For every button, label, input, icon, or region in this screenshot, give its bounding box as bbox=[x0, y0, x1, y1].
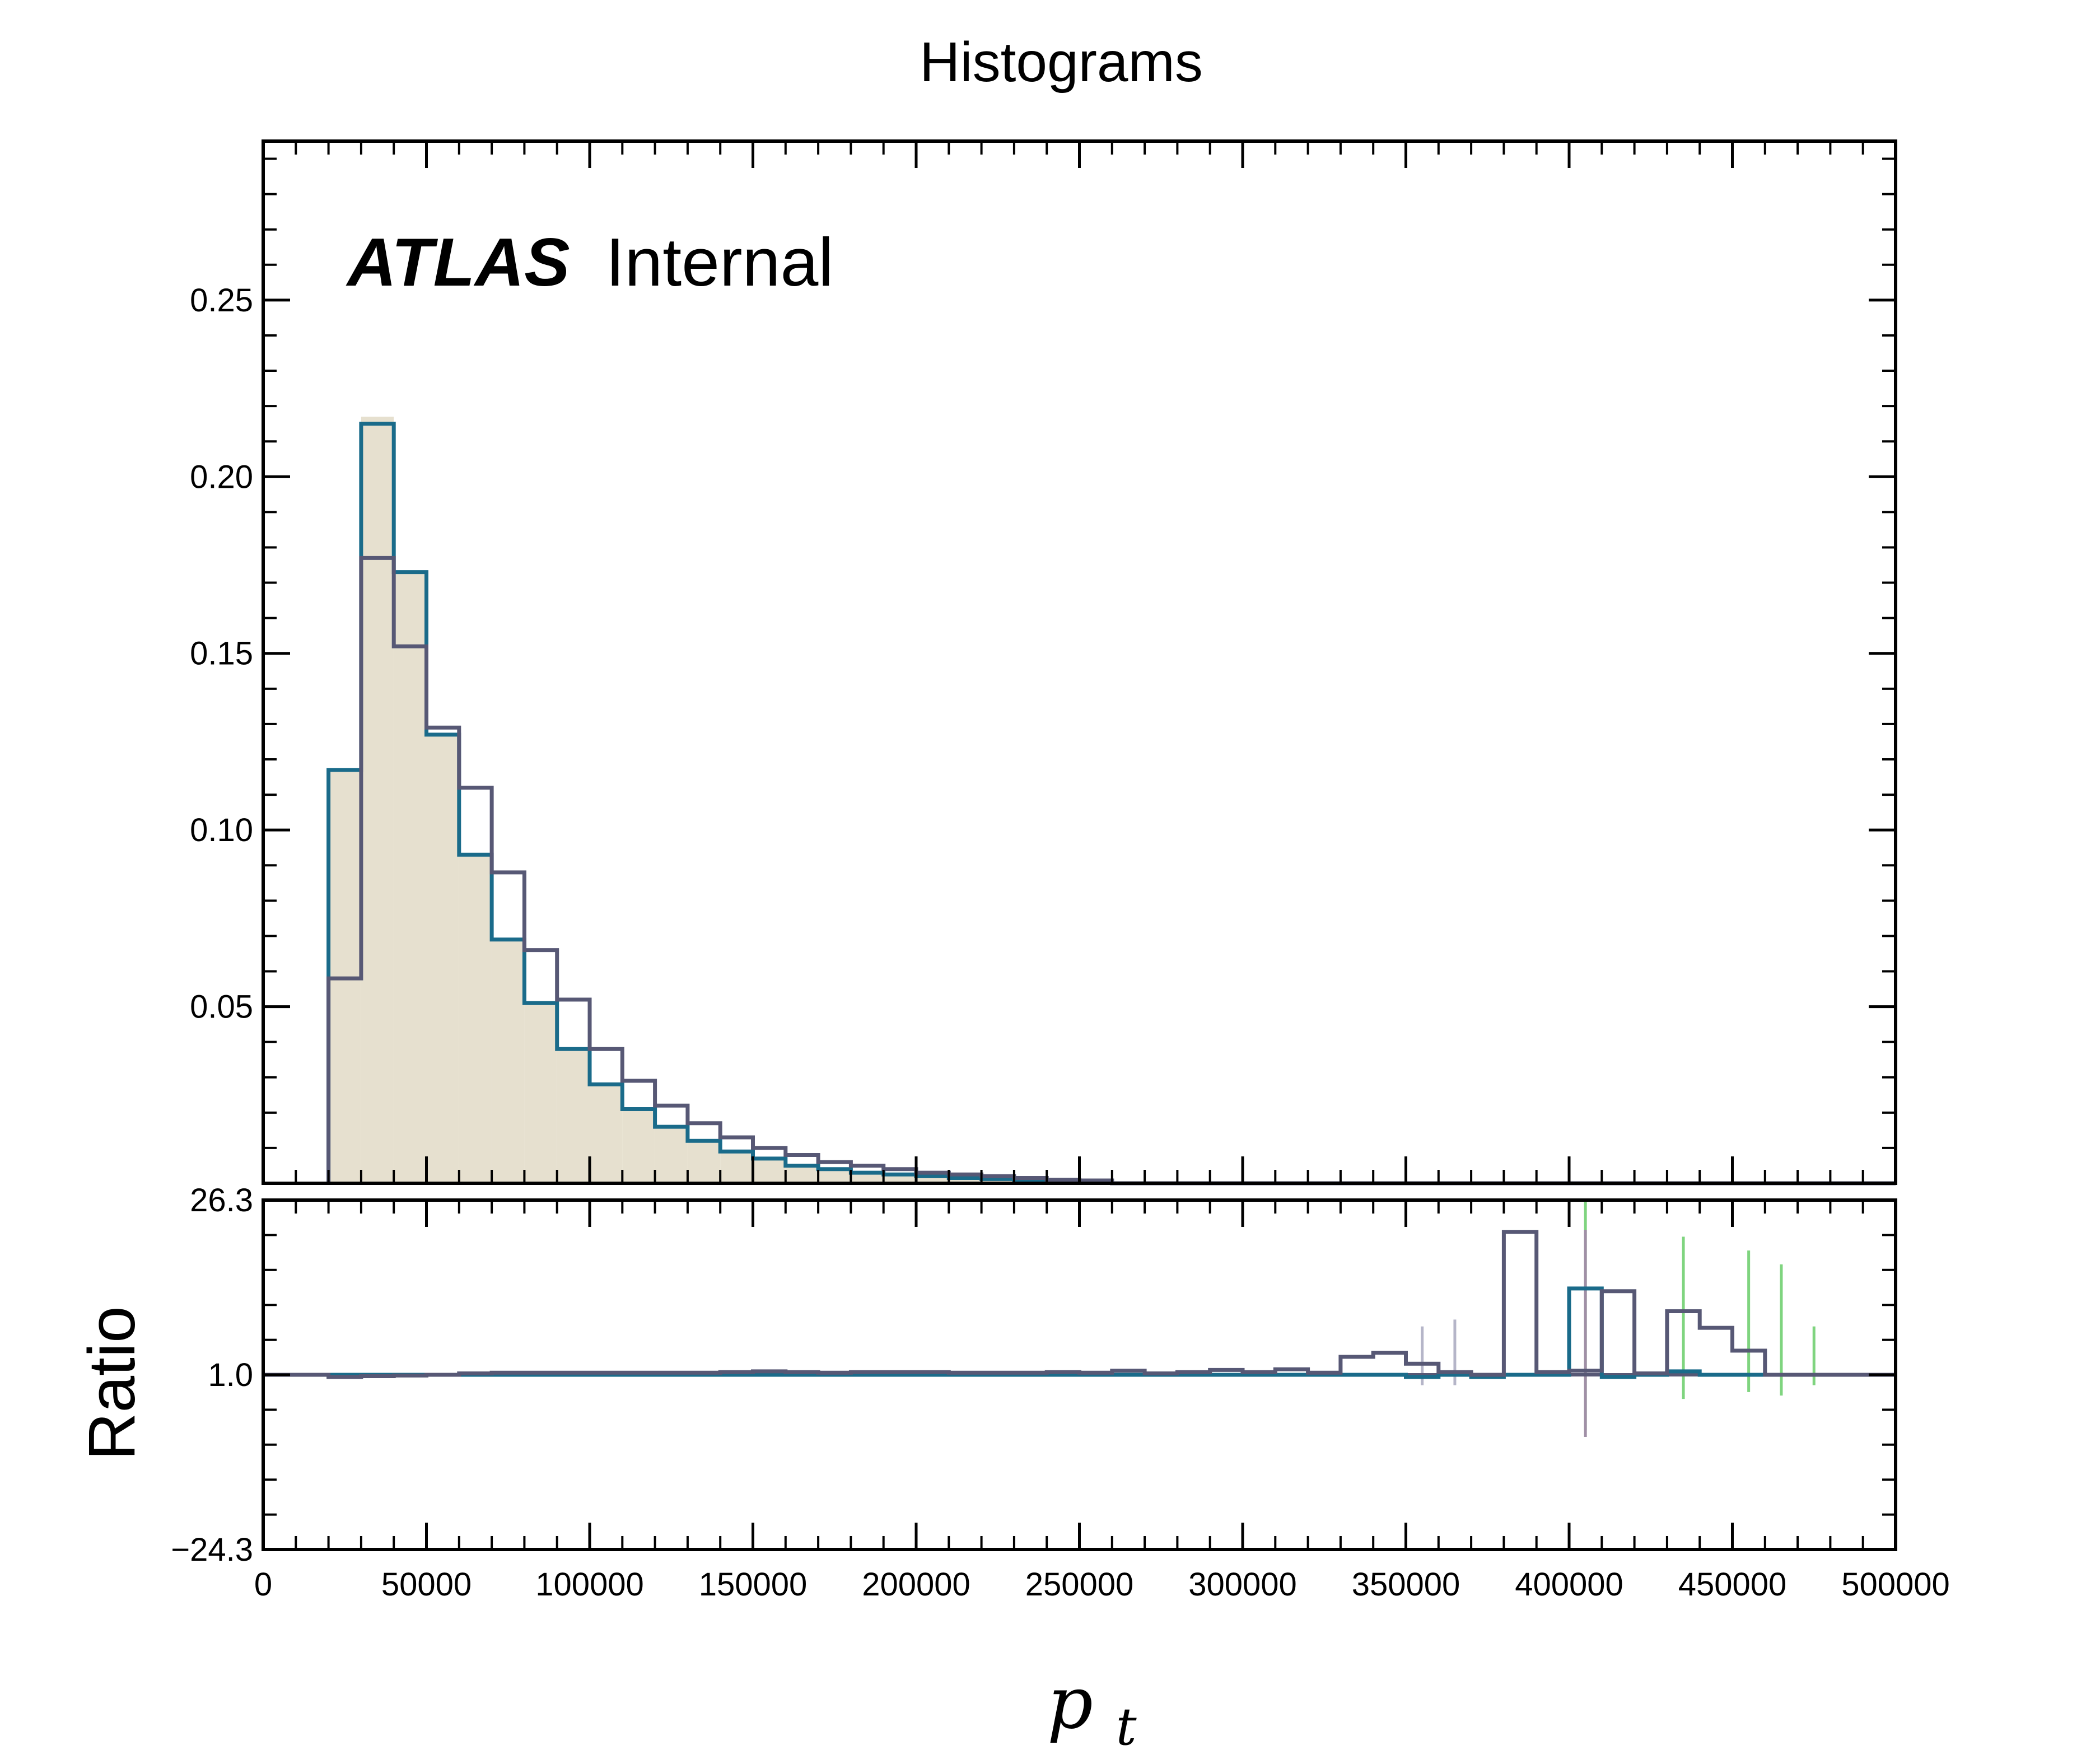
ratio-y-axis-label: Ratio bbox=[75, 1306, 149, 1460]
main-y-tick-label: 0.15 bbox=[190, 636, 253, 672]
filled-bin bbox=[818, 1169, 851, 1183]
filled-bin bbox=[753, 1158, 786, 1183]
filled-bin bbox=[622, 1109, 655, 1183]
x-axis-label: p t bbox=[1047, 1662, 1137, 1757]
x-tick-label: 450000 bbox=[1678, 1566, 1787, 1603]
x-tick-label: 200000 bbox=[862, 1566, 970, 1603]
main-y-tick-label: 0.25 bbox=[190, 282, 253, 319]
filled-bin bbox=[851, 1173, 884, 1183]
filled-bin bbox=[655, 1127, 688, 1183]
ratio-y-tick-label: 26.3 bbox=[190, 1182, 253, 1219]
x-axis-label-main: p bbox=[1047, 1662, 1093, 1745]
filled-bin bbox=[687, 1141, 721, 1183]
atlas-label: ATLAS Internal bbox=[346, 224, 833, 300]
main-panel: 0.05 0.10 0.15 0.20 0.25 bbox=[190, 139, 1897, 1186]
ratio-step-lines bbox=[263, 1230, 1896, 1379]
filled-bin bbox=[785, 1165, 819, 1183]
ratio-axis-ticks bbox=[262, 1198, 1897, 1551]
x-tick-label: 400000 bbox=[1515, 1566, 1623, 1603]
ratio-y-tick-label: −24.3 bbox=[171, 1532, 253, 1568]
x-tick-label: 300000 bbox=[1188, 1566, 1297, 1603]
ratio-y-tick-labels: 26.3 1.0 −24.3 bbox=[171, 1182, 253, 1568]
x-tick-labels: 0 50000 100000 150000 200000 250000 300000 3500… bbox=[254, 1566, 1950, 1603]
filled-bin bbox=[492, 939, 525, 1183]
main-y-tick-label: 0.20 bbox=[190, 459, 253, 495]
chart-title: Histograms bbox=[920, 31, 1203, 94]
ratio-y-tick-label: 1.0 bbox=[208, 1357, 253, 1393]
x-tick-label: 50000 bbox=[381, 1566, 472, 1603]
ratio-step-line-1 bbox=[263, 1230, 1896, 1379]
ratio-error-bars bbox=[1421, 1200, 1816, 1437]
filled-bin bbox=[361, 417, 394, 1183]
x-tick-label: 100000 bbox=[535, 1566, 644, 1603]
atlas-label-rest: Internal bbox=[605, 224, 833, 300]
x-axis-label-subscript: t bbox=[1116, 1697, 1137, 1757]
filled-bin bbox=[426, 734, 459, 1183]
filled-bin bbox=[394, 572, 427, 1183]
main-y-tick-labels: 0.05 0.10 0.15 0.20 0.25 bbox=[190, 282, 253, 1025]
main-axis-ticks bbox=[262, 141, 1897, 1183]
ratio-step-line-0 bbox=[263, 1286, 1896, 1379]
step-histograms bbox=[326, 422, 1896, 1186]
atlas-label-bold: ATLAS bbox=[346, 224, 570, 300]
filled-bin bbox=[524, 1003, 557, 1183]
x-tick-label: 0 bbox=[254, 1566, 272, 1603]
filled-bin bbox=[981, 1179, 1014, 1183]
filled-bin bbox=[590, 1084, 623, 1183]
filled-bin bbox=[720, 1151, 753, 1183]
x-tick-label: 150000 bbox=[699, 1566, 808, 1603]
filled-bin bbox=[949, 1178, 982, 1183]
filled-bin bbox=[557, 1049, 590, 1183]
filled-bin bbox=[459, 855, 492, 1183]
main-y-tick-label: 0.05 bbox=[190, 989, 253, 1025]
x-tick-label: 250000 bbox=[1025, 1566, 1134, 1603]
filled-bin bbox=[883, 1174, 916, 1183]
x-tick-label: 500000 bbox=[1841, 1566, 1950, 1603]
main-y-tick-label: 0.10 bbox=[190, 812, 253, 848]
step-histogram-line-2 bbox=[326, 556, 1896, 1186]
ratio-panel: 26.3 1.0 −24.3 bbox=[171, 1182, 1897, 1568]
filled-histogram bbox=[328, 417, 1112, 1183]
x-tick-label: 350000 bbox=[1352, 1566, 1460, 1603]
